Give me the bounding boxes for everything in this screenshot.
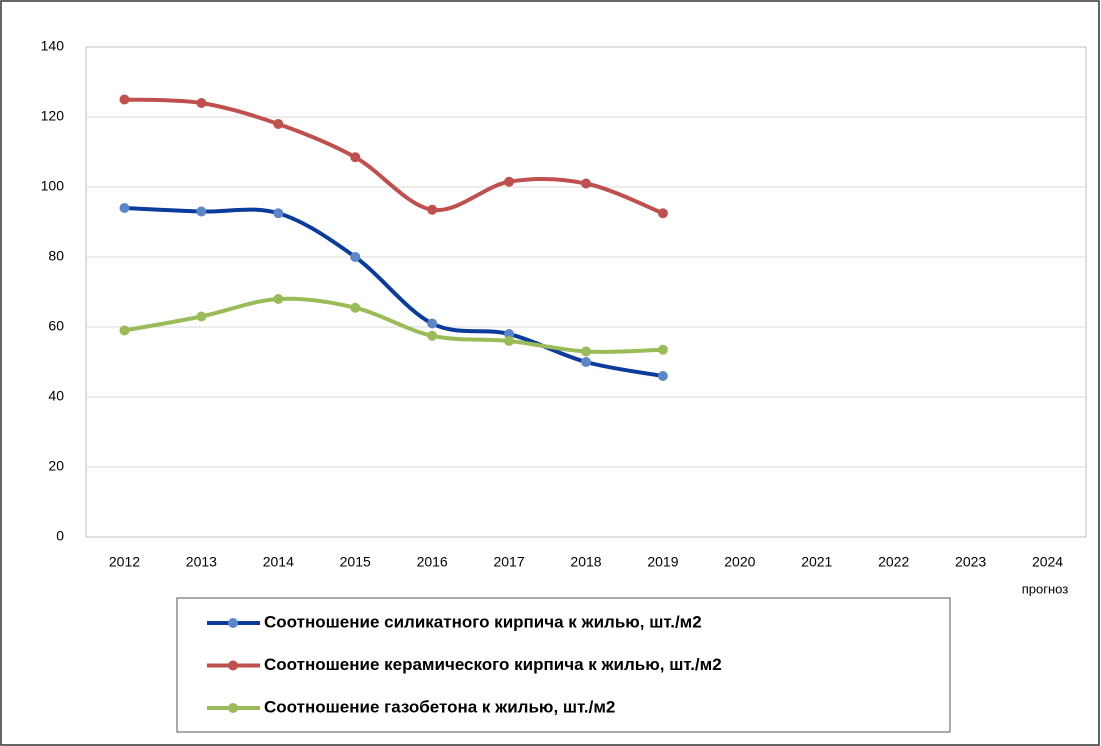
point xyxy=(581,357,591,367)
point xyxy=(273,119,284,129)
point xyxy=(119,325,130,336)
legend-label: Соотношение силикатного кирпича к жилью,… xyxy=(264,612,702,631)
y-tick-label: 60 xyxy=(48,318,64,334)
x-tick-label: 2012 xyxy=(109,554,140,570)
point xyxy=(196,206,207,217)
point xyxy=(119,203,130,213)
plot-area xyxy=(85,46,1087,538)
point xyxy=(427,318,438,329)
x-tick-label: 2015 xyxy=(340,554,371,570)
legend xyxy=(176,597,951,733)
legend-label: Соотношение керамического кирпича к жиль… xyxy=(264,655,722,674)
y-tick-label: 100 xyxy=(41,178,65,194)
series-line xyxy=(124,296,663,354)
x-tick-label: 2023 xyxy=(955,554,986,570)
point xyxy=(581,346,591,357)
y-tick-label: 80 xyxy=(48,248,64,264)
point xyxy=(581,178,591,189)
point xyxy=(350,252,361,262)
y-tick-label: 40 xyxy=(48,388,64,404)
annotation: прогноз xyxy=(1022,581,1069,596)
x-tick-label: 2022 xyxy=(878,554,909,570)
point xyxy=(657,371,668,381)
point xyxy=(273,294,284,304)
x-tick-label: 2020 xyxy=(724,554,755,570)
x-tick-label: 2019 xyxy=(647,554,678,570)
series-line xyxy=(124,206,664,378)
y-tick-label: 20 xyxy=(48,458,64,474)
x-tick-label: 2016 xyxy=(417,554,448,570)
point xyxy=(504,329,515,339)
point xyxy=(350,302,361,313)
point xyxy=(196,311,207,322)
y-tick-label: 0 xyxy=(56,528,64,544)
point xyxy=(119,94,130,105)
legend-marker xyxy=(228,703,238,713)
point xyxy=(350,152,361,163)
legend-label: Соотношение газобетона к жилью, шт./м2 xyxy=(264,697,615,716)
point xyxy=(427,204,438,215)
point xyxy=(504,176,515,187)
point xyxy=(657,208,668,219)
legend-marker xyxy=(228,660,238,671)
x-tick-label: 2024 xyxy=(1032,554,1063,570)
x-tick-label: 2013 xyxy=(186,554,217,570)
x-tick-label: 2018 xyxy=(570,554,601,570)
y-tick-label: 120 xyxy=(41,108,65,124)
x-tick-label: 2014 xyxy=(263,554,294,570)
point xyxy=(196,98,207,108)
point xyxy=(427,330,438,341)
point xyxy=(657,344,668,355)
y-tick-label: 140 xyxy=(41,38,65,54)
x-tick-label: 2021 xyxy=(801,554,832,570)
point xyxy=(504,336,515,346)
x-tick-label: 2017 xyxy=(493,554,524,570)
legend-marker xyxy=(228,618,238,628)
point xyxy=(273,208,284,219)
